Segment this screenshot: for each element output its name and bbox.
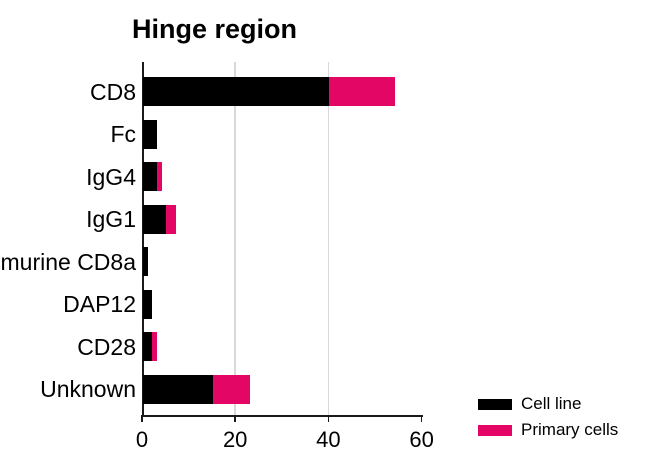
category-label-cd28: CD28 [77,333,136,360]
category-label-murine-cd8a: murine CD8a [0,248,137,275]
bar-fc-cell-line [143,119,157,149]
legend: Cell line Primary cells [478,391,618,443]
x-axis-line [142,415,423,417]
category-label-cd8: CD8 [89,78,136,105]
bar-cd8-cell-line [143,77,330,106]
legend-row-cell-line: Cell line [478,391,618,417]
chart-title: Hinge region [132,14,298,44]
legend-swatch-primary-cells [478,424,512,436]
category-label-igg1: IgG1 [86,206,136,233]
legend-swatch-cell-line [478,398,512,410]
x-tick-label-0: 0 [135,427,149,452]
bar-dap12-cell-line [143,289,153,319]
gridline-40 [327,62,330,415]
gridline-20 [234,62,236,415]
x-tick-20 [234,415,236,422]
y-axis-category-labels: CD8 Fc IgG4 IgG1 murine CD8a DAP12 CD28 Unknown [0,62,139,415]
category-label-dap12: DAP12 [63,291,136,318]
x-tick-40 [327,415,330,422]
bar-igg4-primary-cells [156,162,162,192]
bar-unknown-primary-cells [212,374,251,404]
bar-cd28-primary-cells [152,332,157,362]
legend-row-primary-cells: Primary cells [478,417,618,443]
legend-label-cell-line: Cell line [521,394,582,413]
bar-cd28-cell-line [143,332,153,362]
plot-area: 0 20 40 60 [136,62,434,452]
category-label-igg4: IgG4 [86,163,136,190]
legend-label-primary-cells: Primary cells [521,420,619,439]
bar-igg1-cell-line [143,204,167,234]
bar-murine-cd8a-cell-line [143,247,148,277]
category-label-fc: Fc [110,121,136,148]
y-axis-line [142,62,144,415]
bar-unknown-cell-line [143,374,213,404]
bar-igg4-cell-line [143,162,157,192]
bar-igg1-primary-cells [166,204,176,234]
x-tick-0 [141,415,143,422]
category-label-unknown: Unknown [40,376,136,403]
x-tick-label-40: 40 [316,427,341,452]
x-tick-60 [420,415,423,422]
bar-cd8-primary-cells [329,77,395,106]
x-tick-label-60: 60 [409,427,434,452]
x-tick-label-20: 20 [222,427,248,452]
